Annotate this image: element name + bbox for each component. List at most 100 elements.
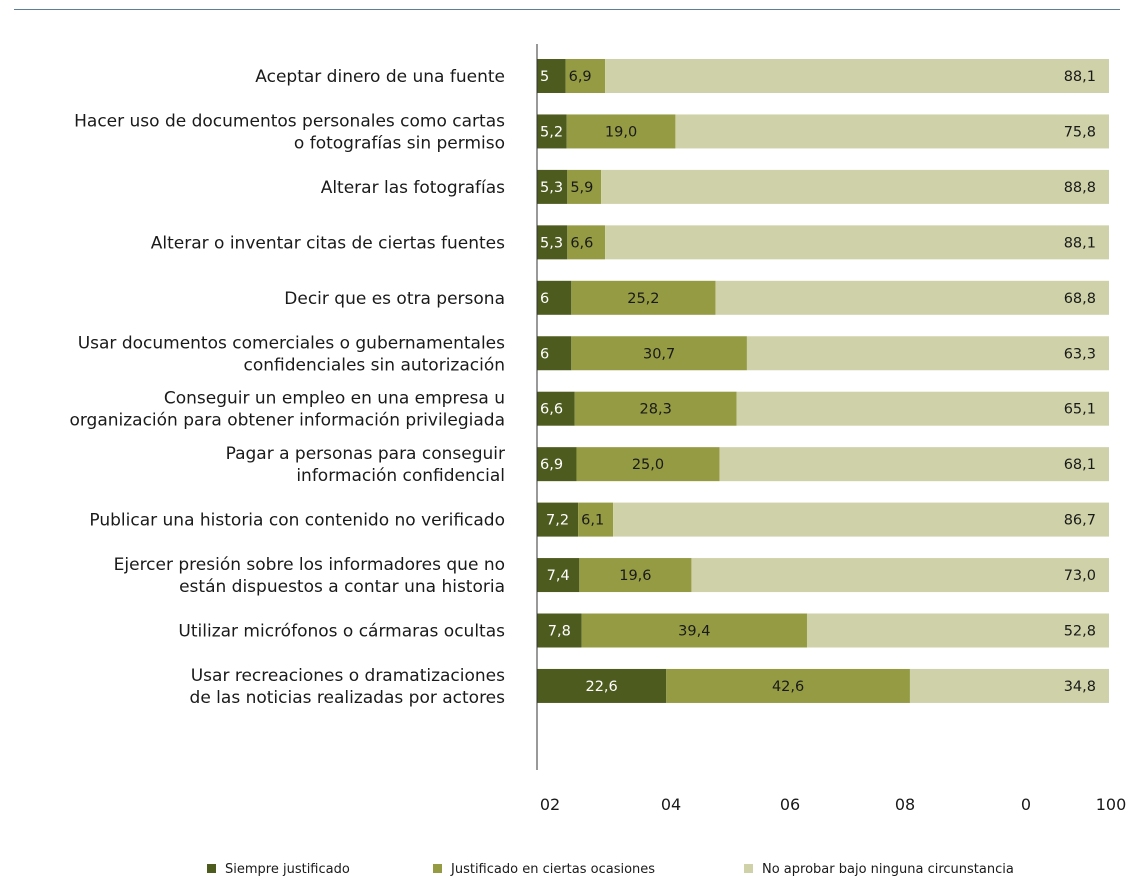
value-label: 6,9 [540, 457, 563, 473]
value-label: 88,8 [1064, 180, 1096, 196]
legend-swatch [744, 864, 753, 873]
value-label: 19,0 [605, 124, 637, 140]
value-label: 42,6 [772, 679, 804, 695]
bar-segment-1 [537, 59, 566, 93]
category-label: Alterar o inventar citas de ciertas fuen… [151, 233, 505, 253]
x-tick-label: 06 [780, 795, 800, 814]
value-label: 34,8 [1064, 679, 1096, 695]
value-label: 63,3 [1064, 346, 1096, 362]
x-tick-label: 02 [540, 795, 560, 814]
bar-segment-3 [605, 225, 1109, 260]
category-label: Ejercer presión sobre los informadores q… [114, 555, 505, 597]
bar-segment-3 [691, 558, 1109, 593]
value-label: 88,1 [1064, 235, 1096, 251]
value-label: 5,3 [540, 180, 563, 196]
legend: Siempre justificado Justificado en cierta… [207, 862, 1014, 876]
value-label: 22,6 [585, 679, 617, 695]
value-label: 75,8 [1064, 124, 1096, 140]
legend-label: Siempre justificado [225, 862, 350, 876]
value-label: 7,2 [546, 513, 569, 529]
x-tick-label: 0 [1021, 795, 1031, 814]
bar-segment-2 [581, 613, 807, 648]
category-labels-group: Aceptar dinero de una fuente Hacer uso de… [69, 67, 505, 708]
legend-swatch [433, 864, 442, 873]
value-label: 6 [540, 291, 549, 307]
bar-segment-1 [537, 668, 667, 703]
bar-segment-2 [579, 558, 692, 593]
category-label: Conseguir un empleo en una empresa u orga… [69, 389, 505, 431]
bar-segment-3 [675, 114, 1109, 149]
value-label: 68,8 [1064, 291, 1096, 307]
legend-label: No aprobar bajo ninguna circunstancia [762, 862, 1014, 876]
category-label: Hacer uso de documentos personales como … [74, 111, 505, 153]
value-label: 5,2 [540, 124, 563, 140]
bar-segment-3 [746, 336, 1109, 371]
value-label: 7,8 [548, 624, 571, 640]
bar-segment-1 [537, 225, 568, 260]
value-label: 7,4 [547, 568, 570, 584]
bar-segment-3 [613, 502, 1109, 537]
top-rule [14, 9, 1120, 10]
category-label: Alterar las fotografías [321, 178, 505, 198]
bar-segment-1 [537, 336, 572, 371]
value-label: 25,0 [632, 457, 664, 473]
x-tick-label: 04 [661, 795, 681, 814]
bar-segment-1 [537, 391, 575, 426]
value-label: 30,7 [643, 346, 675, 362]
bar-segment-3 [736, 391, 1109, 426]
value-label: 65,1 [1064, 402, 1096, 418]
value-label: 39,4 [678, 624, 710, 640]
bar-segment-3 [601, 169, 1109, 204]
value-label: 86,7 [1064, 513, 1096, 529]
category-label: Usar documentos comerciales o gubernamen… [78, 333, 505, 375]
category-label: Decir que es otra persona [284, 289, 505, 309]
x-tick-label: 08 [895, 795, 915, 814]
bar-segment-1 [537, 558, 580, 593]
bar-segment-2 [567, 169, 602, 204]
bar-segment-1 [537, 613, 582, 648]
x-tick-labels-group: 02 04 06 08 0 100 [540, 795, 1126, 814]
bar-segment-1 [537, 169, 568, 204]
value-label: 73,0 [1064, 568, 1096, 584]
bar-segment-3 [605, 59, 1109, 93]
category-label: Pagar a personas para conseguir informaci… [226, 444, 505, 486]
bar-segment-3 [715, 280, 1109, 315]
bar-segment-2 [574, 391, 737, 426]
bar-segment-2 [576, 447, 720, 482]
bars-group: 5 6,9 88,1 5,2 19,0 75,8 5,3 5,9 88,8 5,3 6,6 88,1 6… [537, 59, 1109, 703]
bar-segment-2 [566, 114, 676, 149]
bar-segment-1 [537, 280, 572, 315]
value-label: 28,3 [640, 402, 672, 418]
value-label: 6,6 [540, 402, 563, 418]
bar-segment-2 [567, 225, 606, 260]
bar-segment-2 [571, 280, 716, 315]
value-label: 19,6 [619, 568, 651, 584]
bar-segment-3 [719, 447, 1109, 482]
legend-label: Justificado en ciertas ocasiones [450, 862, 655, 876]
value-label: 6,9 [569, 69, 592, 85]
x-tick-label: 100 [1096, 795, 1127, 814]
bar-segment-1 [537, 502, 579, 537]
value-label: 5 [540, 69, 549, 85]
bar-segment-2 [565, 59, 606, 93]
bar-segment-3 [909, 668, 1109, 703]
value-label: 6 [540, 346, 549, 362]
legend-swatch [207, 864, 216, 873]
bar-segment-1 [537, 114, 567, 149]
value-label: 88,1 [1064, 69, 1096, 85]
value-label: 6,1 [581, 513, 604, 529]
bar-segment-1 [537, 447, 577, 482]
value-label: 25,2 [627, 291, 659, 307]
value-label: 5,3 [540, 235, 563, 251]
value-label: 68,1 [1064, 457, 1096, 473]
category-label: Usar recreaciones o dramatizaciones de la… [190, 666, 506, 708]
category-label: Utilizar micrófonos o cármaras ocultas [178, 622, 505, 642]
bar-segment-2 [666, 668, 910, 703]
category-label: Aceptar dinero de una fuente [255, 67, 505, 87]
category-label: Publicar una historia con contenido no v… [89, 511, 505, 531]
value-label: 6,6 [570, 235, 593, 251]
bar-segment-3 [806, 613, 1109, 648]
bar-segment-2 [571, 336, 747, 371]
bar-segment-2 [578, 502, 614, 537]
